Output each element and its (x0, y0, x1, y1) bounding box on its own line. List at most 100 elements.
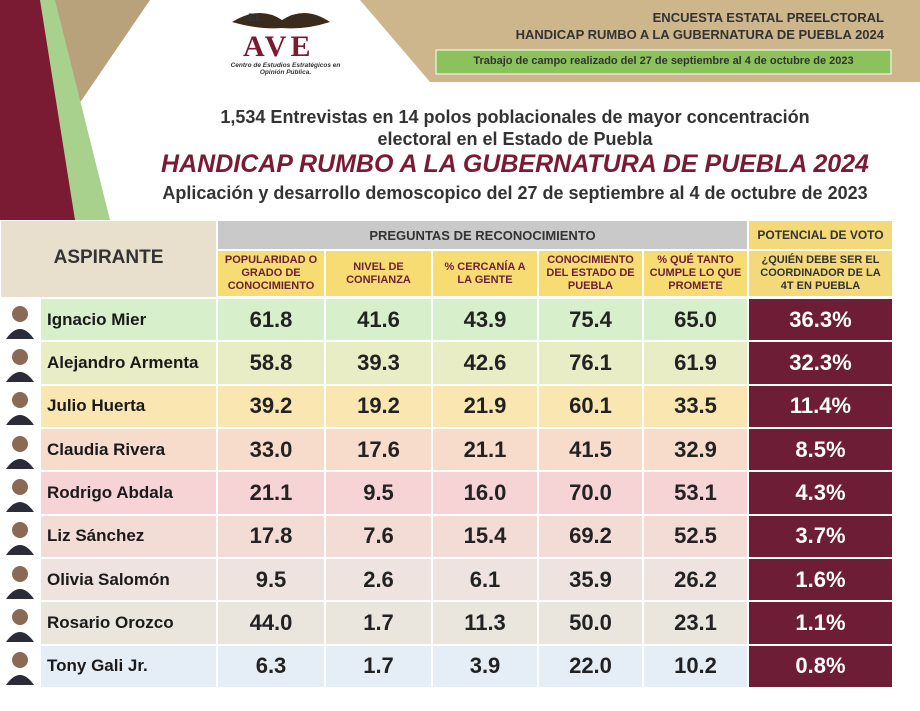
candidate-photo (0, 471, 40, 515)
score: 75.4 (538, 298, 643, 342)
score: 52.5 (643, 514, 748, 558)
candidate-name: Rodrigo Abdala (40, 471, 217, 515)
candidate-name: Ignacio Mier (40, 298, 217, 342)
score: 22.0 (538, 644, 643, 688)
candidate-photo (0, 558, 40, 602)
candidate-photo (0, 514, 40, 558)
score: 41.5 (538, 428, 643, 472)
vote-potential: 8.5% (748, 428, 893, 472)
vote-potential: 0.8% (748, 644, 893, 688)
photo-icon (6, 348, 34, 382)
score: 1.7 (325, 644, 432, 688)
score: 23.1 (643, 601, 748, 645)
vote-potential: 1.1% (748, 601, 893, 645)
score: 9.5 (217, 558, 325, 602)
logo-name: AVE (243, 30, 315, 63)
logo-subtitle: Centro de Estudios Estratégicos en Opini… (230, 62, 341, 76)
score: 35.9 (538, 558, 643, 602)
aspirant-header: ASPIRANTE (0, 220, 217, 298)
score: 76.1 (538, 341, 643, 385)
banner-line2: HANDICAP RUMBO A LA GUBERNATURA DE PUEBL… (515, 27, 884, 42)
header-decoration (0, 0, 920, 220)
candidate-name: Alejandro Armenta (40, 341, 217, 385)
score: 32.9 (643, 428, 748, 472)
candidate-name: Olivia Salomón (40, 558, 217, 602)
vote-potential: 32.3% (748, 341, 893, 385)
vote-potential: 3.7% (748, 514, 893, 558)
column-header: % QUÉ TANTO CUMPLE LO QUE PROMETE (643, 250, 748, 298)
main-title: HANDICAP RUMBO A LA GUBERNATURA DE PUEBL… (161, 150, 869, 178)
photo-icon (6, 565, 34, 599)
score: 61.8 (217, 298, 325, 342)
candidate-photo (0, 341, 40, 385)
score: 60.1 (538, 384, 643, 428)
vote-potential: 36.3% (748, 298, 893, 342)
candidate-name: Claudia Rivera (40, 428, 217, 472)
subtitle: Aplicación y desarrollo demoscopico del … (162, 183, 868, 203)
vote-potential: 1.6% (748, 558, 893, 602)
photo-icon (6, 522, 34, 556)
score: 61.9 (643, 341, 748, 385)
score: 10.2 (643, 644, 748, 688)
score: 15.4 (432, 514, 538, 558)
score: 39.2 (217, 384, 325, 428)
candidate-name: Liz Sánchez (40, 514, 217, 558)
score: 26.2 (643, 558, 748, 602)
score: 69.2 (538, 514, 643, 558)
group-header: PREGUNTAS DE RECONOCIMIENTO (217, 220, 748, 250)
column-header: % CERCANÍA A LA GENTE (432, 250, 538, 298)
candidate-name: Julio Huerta (40, 384, 217, 428)
photo-icon (6, 435, 34, 469)
candidate-name: Rosario Orozco (40, 601, 217, 645)
score: 33.5 (643, 384, 748, 428)
score: 3.9 (432, 644, 538, 688)
intro-line2: electoral en el Estado de Puebla (377, 129, 653, 149)
vote-potential: 11.4% (748, 384, 893, 428)
score: 9.5 (325, 471, 432, 515)
candidate-photo (0, 428, 40, 472)
photo-icon (6, 652, 34, 686)
score: 17.6 (325, 428, 432, 472)
maroon-triangle (0, 0, 75, 220)
score: 65.0 (643, 298, 748, 342)
potential-header: POTENCIAL DE VOTO (748, 220, 893, 250)
score: 43.9 (432, 298, 538, 342)
score: 16.0 (432, 471, 538, 515)
score: 2.6 (325, 558, 432, 602)
score: 17.8 (217, 514, 325, 558)
logo-eagle (232, 12, 330, 29)
banner-line1: ENCUESTA ESTATAL PREELCTORAL (652, 10, 884, 25)
score: 6.1 (432, 558, 538, 602)
score: 21.1 (217, 471, 325, 515)
photo-icon (6, 305, 34, 339)
photo-icon (6, 608, 34, 642)
table: ASPIRANTE PREGUNTAS DE RECONOCIMIENTO POTE… (0, 220, 893, 688)
score: 70.0 (538, 471, 643, 515)
intro-line1: 1,534 Entrevistas en 14 polos poblaciona… (220, 107, 810, 127)
score: 11.3 (432, 601, 538, 645)
candidate-name: Tony Gali Jr. (40, 644, 217, 688)
score: 58.8 (217, 341, 325, 385)
score: 39.3 (325, 341, 432, 385)
banner-dates: Trabajo de campo realizado del 27 de sep… (473, 55, 854, 67)
score: 53.1 (643, 471, 748, 515)
score: 41.6 (325, 298, 432, 342)
candidate-photo (0, 384, 40, 428)
column-header: POPULARIDAD O GRADO DE CONOCIMIENTO (217, 250, 325, 298)
candidate-photo (0, 601, 40, 645)
column-header: NIVEL DE CONFIANZA (325, 250, 432, 298)
candidate-photo (0, 644, 40, 688)
score: 6.3 (217, 644, 325, 688)
score: 1.7 (325, 601, 432, 645)
score: 44.0 (217, 601, 325, 645)
column-header: ¿QUIÉN DEBE SER EL COORDINADOR DE LA 4T … (748, 250, 893, 298)
candidate-photo (0, 298, 40, 342)
score: 7.6 (325, 514, 432, 558)
banner-green (435, 49, 892, 75)
score: 50.0 (538, 601, 643, 645)
photo-icon (6, 392, 34, 426)
vote-potential: 4.3% (748, 471, 893, 515)
score: 33.0 (217, 428, 325, 472)
column-header: CONOCIMIENTO DEL ESTADO DE PUEBLA (538, 250, 643, 298)
